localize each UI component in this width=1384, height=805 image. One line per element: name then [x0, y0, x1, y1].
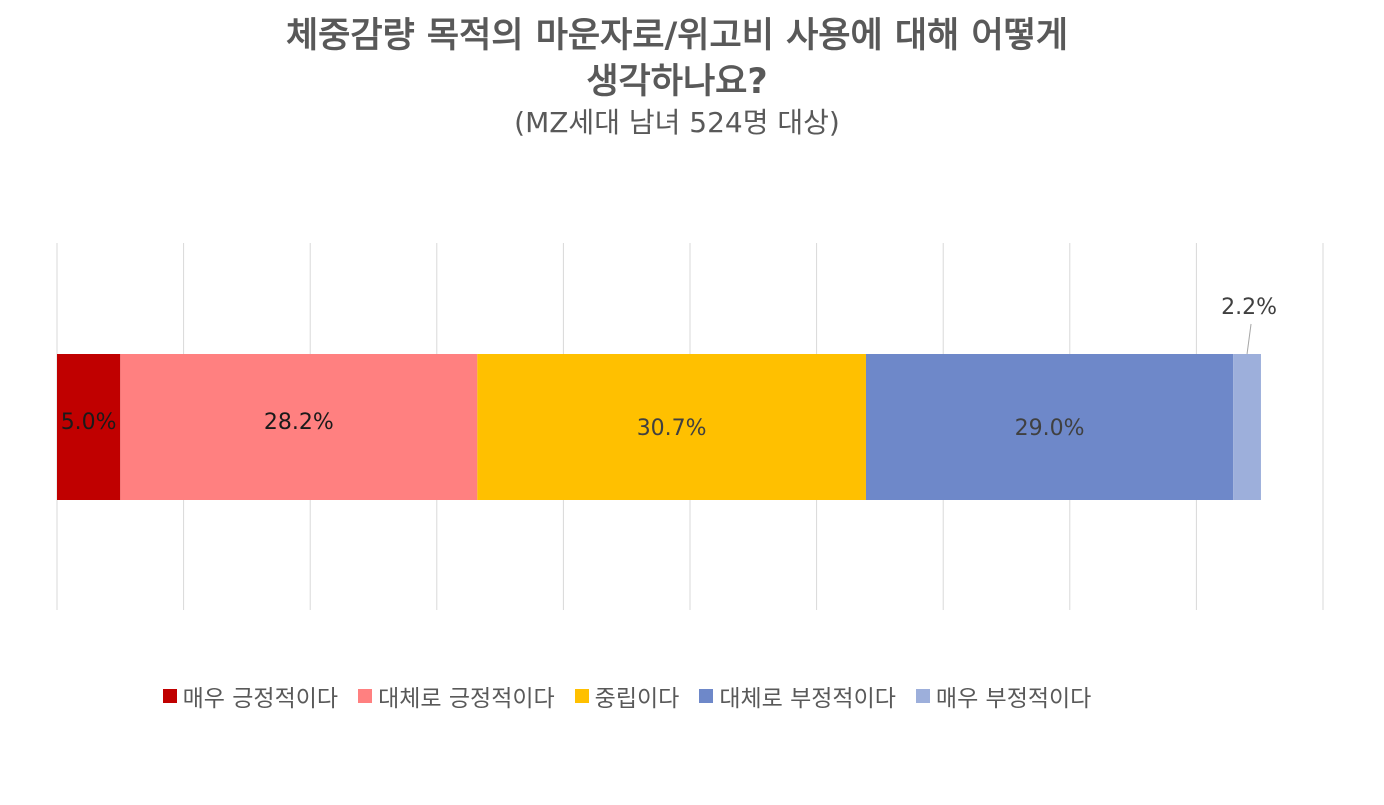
bar-segment-4	[865, 354, 1234, 500]
data-label-1: 5.0%	[61, 410, 117, 435]
legend-label: 매우 긍정적이다	[182, 686, 339, 712]
legend-swatch	[699, 689, 714, 703]
data-label-4: 29.0%	[1015, 416, 1085, 441]
bar-segment-2	[120, 354, 478, 500]
data-label-3: 30.7%	[637, 416, 707, 441]
bar-segment-1	[57, 354, 121, 500]
legend-swatch	[162, 689, 177, 703]
legend-swatch	[574, 689, 589, 703]
legend-label: 매우 부정적이다	[935, 686, 1092, 712]
legend-label: 대체로 부정적이다	[719, 686, 896, 712]
legend-item-3: 중립이다	[574, 679, 680, 713]
legend-swatch	[915, 689, 930, 703]
legend-swatch	[358, 689, 373, 703]
data-label-5: 2.2%	[1221, 295, 1277, 320]
label-leader-line	[1246, 323, 1252, 355]
chart-title-line-1: 체중감량 목적의 마운자로/위고비 사용에 대해 어떻게	[285, 16, 1069, 56]
chart-subtitle: (MZ세대 남녀 524명 대상)	[514, 106, 840, 139]
chart-legend: 매우 긍정적이다 대체로 긍정적이다 중립이다 대체로 부정적이다 매우 부정적이다	[0, 679, 1254, 713]
legend-item-1: 매우 긍정적이다	[162, 679, 339, 713]
data-label-2: 28.2%	[264, 410, 334, 435]
legend-item-4: 대체로 부정적이다	[699, 679, 896, 713]
legend-item-5: 매우 부정적이다	[915, 679, 1092, 713]
bar-segment-5	[1233, 354, 1261, 500]
legend-label: 대체로 긍정적이다	[378, 686, 555, 712]
bar-segment-3	[477, 354, 866, 500]
legend-label: 중립이다	[594, 686, 680, 712]
chart-title-line-2: 생각하나요?	[586, 62, 768, 102]
legend-item-2: 대체로 긍정적이다	[358, 679, 555, 713]
